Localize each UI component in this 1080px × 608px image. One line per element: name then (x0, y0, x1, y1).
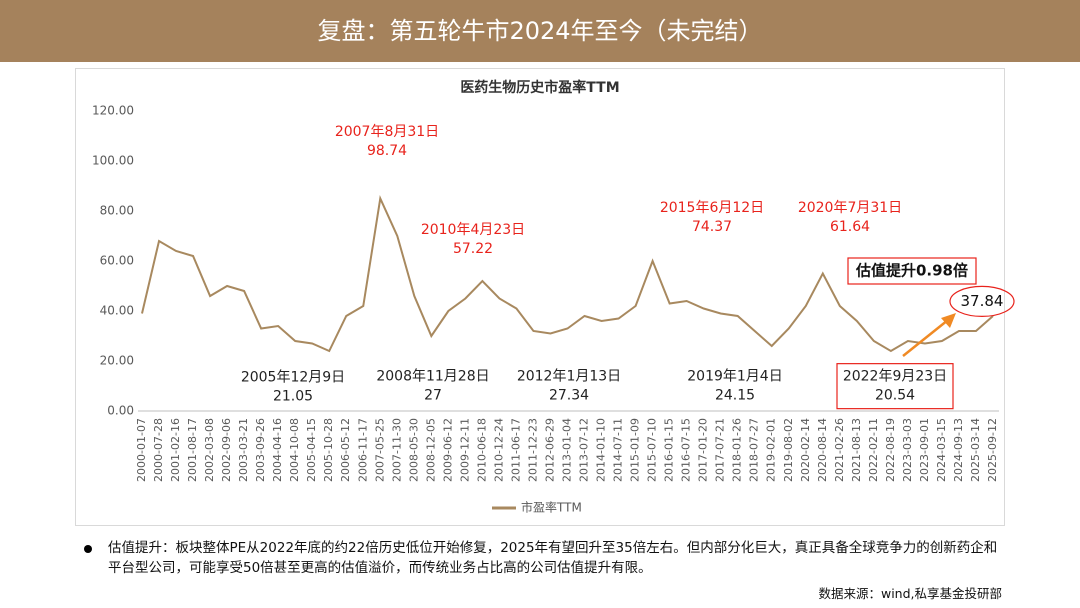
x-tick-label: 2020-02-14 (799, 418, 812, 482)
legend-label: 市盈率TTM (521, 500, 582, 515)
x-tick-label: 2006-11-17 (356, 418, 369, 482)
x-tick-label: 2024-09-13 (952, 418, 965, 482)
x-tick-label: 2013-01-04 (561, 418, 574, 482)
x-tick-label: 2005-04-15 (305, 418, 318, 482)
x-tick-label: 2001-02-16 (169, 418, 182, 482)
x-tick-label: 2013-07-12 (578, 418, 591, 482)
annotation-date: 2010年4月23日 (421, 222, 525, 238)
arrow-head (941, 313, 956, 328)
x-tick-label: 2011-06-17 (509, 418, 522, 482)
x-tick-label: 2018-07-27 (748, 418, 761, 482)
x-tick-label: 2018-01-26 (731, 418, 744, 482)
x-tick-label: 2019-08-02 (782, 418, 795, 482)
x-tick-label: 2023-03-03 (901, 418, 914, 482)
x-tick-label: 2011-12-23 (526, 418, 539, 482)
x-tick-label: 2000-07-28 (152, 418, 165, 482)
x-tick-label: 2010-06-18 (475, 418, 488, 482)
x-tick-label: 2015-01-09 (629, 418, 642, 482)
x-tick-label: 2004-10-08 (288, 418, 301, 482)
highlight-box (836, 363, 954, 410)
annotation-value: 20.54 (875, 388, 915, 404)
x-tick-label: 2017-07-21 (714, 418, 727, 482)
x-tick-label: 2025-03-14 (969, 418, 982, 482)
annotation-value: 98.74 (367, 143, 407, 159)
arrow-shaft (902, 319, 949, 357)
x-tick-label: 2009-06-12 (441, 418, 454, 482)
x-tick-label: 2016-07-15 (680, 418, 693, 482)
annotation-date: 2022年9月23日 (843, 369, 947, 385)
annotation-date: 2020年7月31日 (798, 200, 902, 216)
y-tick-label: 60.00 (100, 254, 134, 268)
x-tick-label: 2012-06-29 (543, 418, 556, 482)
x-tick-label: 2020-08-14 (816, 418, 829, 482)
bullet-text: 估值提升：板块整体PE从2022年底的约22倍历史低位开始修复，2025年有望回… (108, 540, 998, 576)
x-tick-label: 2006-05-12 (339, 418, 352, 482)
annotation-date: 2005年12月9日 (241, 369, 345, 385)
x-tick-label: 2014-01-10 (595, 418, 608, 482)
x-tick-label: 2007-05-25 (373, 418, 386, 482)
annotation-value: 27 (424, 388, 442, 404)
callout-text: 估值提升0.98倍 (855, 262, 968, 280)
annotation-value: 27.34 (549, 388, 589, 404)
x-tick-label: 2002-09-06 (220, 418, 233, 482)
annotation-date: 2007年8月31日 (335, 124, 439, 140)
annotation-value: 21.05 (273, 388, 313, 404)
x-tick-label: 2015-07-10 (646, 418, 659, 482)
x-tick-label: 2025-09-12 (986, 418, 999, 482)
y-tick-label: 20.00 (100, 354, 134, 368)
y-tick-label: 100.00 (92, 154, 134, 168)
annotation-date: 2015年6月12日 (660, 200, 764, 216)
x-tick-label: 2021-02-26 (833, 418, 846, 482)
series-line (141, 195, 994, 353)
x-tick-label: 2002-03-08 (203, 418, 216, 482)
x-tick-label: 2003-03-21 (237, 418, 250, 482)
annotation-value: 61.64 (830, 219, 870, 235)
y-tick-label: 0.00 (107, 404, 134, 418)
x-tick-label: 2014-07-11 (612, 418, 625, 482)
x-tick-label: 2022-08-19 (884, 418, 897, 482)
x-tick-label: 2009-12-11 (458, 418, 471, 482)
annotation-value: 74.37 (692, 219, 732, 235)
x-tick-label: 2024-03-15 (935, 418, 948, 482)
y-tick-label: 40.00 (100, 304, 134, 318)
callout-box (847, 257, 977, 285)
header-title: 复盘：第五轮牛市2024年至今（未完结） (0, 0, 1080, 62)
x-tick-label: 2008-05-30 (407, 418, 420, 482)
x-tick-label: 2022-02-11 (867, 418, 880, 482)
x-tick-label: 2017-01-20 (697, 418, 710, 482)
annotation-value: 24.15 (715, 388, 755, 404)
bullet-dot (84, 545, 92, 553)
callout-ellipse (949, 285, 1015, 317)
x-tick-label: 2016-01-15 (663, 418, 676, 482)
source: 数据来源：wind,私享基金投研部 (818, 586, 1002, 601)
x-tick-label: 2000-01-07 (135, 418, 148, 482)
x-tick-label: 2004-04-16 (271, 418, 284, 482)
annotation-date: 2019年1月4日 (687, 369, 782, 385)
chart-frame (75, 68, 1005, 526)
y-tick-label: 80.00 (100, 204, 134, 218)
annotation-value: 57.22 (453, 241, 493, 257)
chart-title: 医药生物历史市盈率TTM (460, 79, 619, 96)
callout-value: 37.84 (961, 292, 1004, 310)
x-tick-label: 2005-10-28 (322, 418, 335, 482)
x-tick-label: 2007-11-30 (390, 418, 403, 482)
x-tick-label: 2019-02-01 (765, 418, 778, 482)
annotation-date: 2008年11月28日 (376, 369, 489, 385)
x-tick-label: 2001-08-17 (186, 418, 199, 482)
y-tick-label: 120.00 (92, 104, 134, 118)
x-tick-label: 2010-12-24 (492, 418, 505, 482)
x-tick-label: 2008-12-05 (424, 418, 437, 482)
x-tick-label: 2003-09-26 (254, 418, 267, 482)
annotation-date: 2012年1月13日 (517, 369, 621, 385)
x-tick-label: 2021-08-13 (850, 418, 863, 482)
x-tick-label: 2023-09-01 (918, 418, 931, 482)
